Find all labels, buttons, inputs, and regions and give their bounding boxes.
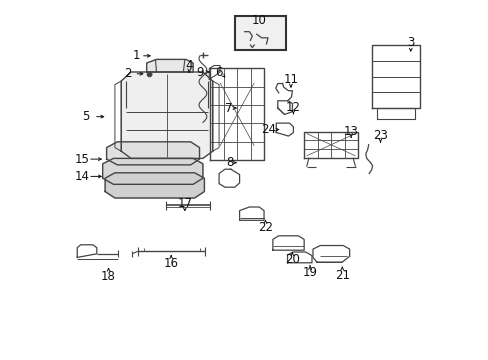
Text: 7: 7 [224,102,232,114]
Text: 8: 8 [225,156,233,169]
Text: 15: 15 [75,153,89,166]
Polygon shape [105,173,204,198]
Polygon shape [121,72,212,158]
Text: 3: 3 [406,36,414,49]
Text: 4: 4 [185,59,193,72]
Text: 20: 20 [285,253,299,266]
Text: 13: 13 [343,125,358,138]
Text: 16: 16 [163,257,178,270]
Text: 12: 12 [285,101,300,114]
Text: 18: 18 [101,270,116,283]
Text: 14: 14 [75,170,89,183]
Text: 6: 6 [215,66,223,78]
Polygon shape [102,158,203,184]
Text: 21: 21 [334,269,349,282]
Text: 19: 19 [302,266,317,279]
Text: 5: 5 [81,110,89,123]
Text: 17: 17 [177,197,192,210]
Text: 22: 22 [258,221,272,234]
Bar [234,16,285,50]
Text: 11: 11 [283,73,298,86]
Text: 10: 10 [251,14,266,27]
Text: 24: 24 [261,123,276,136]
Polygon shape [106,142,199,165]
Text: 23: 23 [372,129,387,142]
Text: 1: 1 [132,49,140,62]
Text: 2: 2 [124,67,132,80]
Polygon shape [146,59,193,72]
Text: 9: 9 [195,66,203,78]
